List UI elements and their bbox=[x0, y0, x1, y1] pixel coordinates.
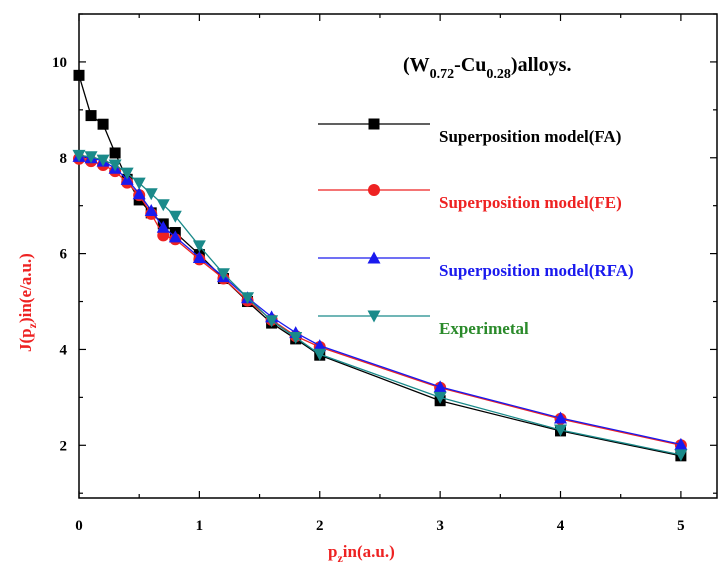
x-tick-label: 4 bbox=[557, 518, 565, 534]
data-point bbox=[192, 240, 206, 253]
data-point bbox=[109, 147, 121, 159]
legend-entry: Superposition model(FA) bbox=[318, 118, 621, 146]
legend-marker bbox=[368, 118, 380, 130]
data-point bbox=[72, 149, 86, 162]
data-point bbox=[216, 268, 230, 281]
x-tick-label: 1 bbox=[196, 518, 204, 534]
data-point bbox=[132, 187, 146, 200]
data-point bbox=[168, 210, 182, 223]
data-point bbox=[289, 331, 303, 344]
y-axis-title: J(pz)in(e/a.u.) bbox=[16, 253, 39, 352]
data-point bbox=[144, 203, 158, 216]
data-point bbox=[120, 167, 134, 180]
data-point bbox=[313, 348, 327, 361]
data-point bbox=[433, 380, 447, 393]
legend-label: Superposition model(FA) bbox=[439, 127, 621, 146]
legend-label: Experimetal bbox=[439, 319, 529, 338]
data-point bbox=[84, 151, 98, 164]
y-tick-label: 4 bbox=[60, 342, 68, 358]
data-point bbox=[313, 339, 327, 352]
data-point bbox=[241, 292, 255, 305]
x-axis-title: pzin(a.u.) bbox=[328, 542, 395, 565]
x-tick-label: 3 bbox=[436, 518, 444, 534]
data-point bbox=[168, 230, 182, 243]
legend-label: Superposition model(FE) bbox=[439, 193, 622, 212]
data-point bbox=[73, 69, 85, 81]
data-point bbox=[554, 424, 568, 437]
y-tick-label: 2 bbox=[60, 438, 68, 454]
legend-label: Superposition model(RFA) bbox=[439, 261, 634, 280]
data-point bbox=[96, 154, 110, 167]
data-point bbox=[85, 110, 97, 122]
legend-entry: Superposition model(RFA) bbox=[318, 251, 634, 280]
y-tick-label: 8 bbox=[60, 151, 68, 167]
data-point bbox=[156, 220, 170, 233]
x-tick-label: 0 bbox=[75, 518, 83, 534]
data-point bbox=[674, 437, 688, 450]
annotation-title: (W0.72-Cu0.28)alloys. bbox=[403, 54, 571, 82]
legend-marker bbox=[367, 251, 381, 264]
data-point bbox=[156, 199, 170, 212]
x-tick-label: 2 bbox=[316, 518, 324, 534]
data-point bbox=[132, 177, 146, 190]
series-4 bbox=[72, 149, 688, 462]
data-point bbox=[433, 391, 447, 404]
data-point bbox=[144, 188, 158, 201]
legend-marker bbox=[367, 310, 381, 323]
data-point bbox=[674, 449, 688, 462]
data-point bbox=[108, 159, 122, 172]
y-tick-label: 6 bbox=[60, 247, 68, 263]
data-point bbox=[97, 118, 109, 130]
legend-marker bbox=[368, 184, 380, 196]
legend-entry: Experimetal bbox=[318, 310, 529, 338]
data-point bbox=[554, 411, 568, 424]
data-point bbox=[192, 250, 206, 263]
plot-frame bbox=[78, 13, 718, 499]
legend-entry: Superposition model(FE) bbox=[318, 184, 622, 212]
x-tick-label: 5 bbox=[677, 518, 685, 534]
data-point bbox=[265, 315, 279, 328]
y-tick-label: 10 bbox=[52, 55, 67, 71]
